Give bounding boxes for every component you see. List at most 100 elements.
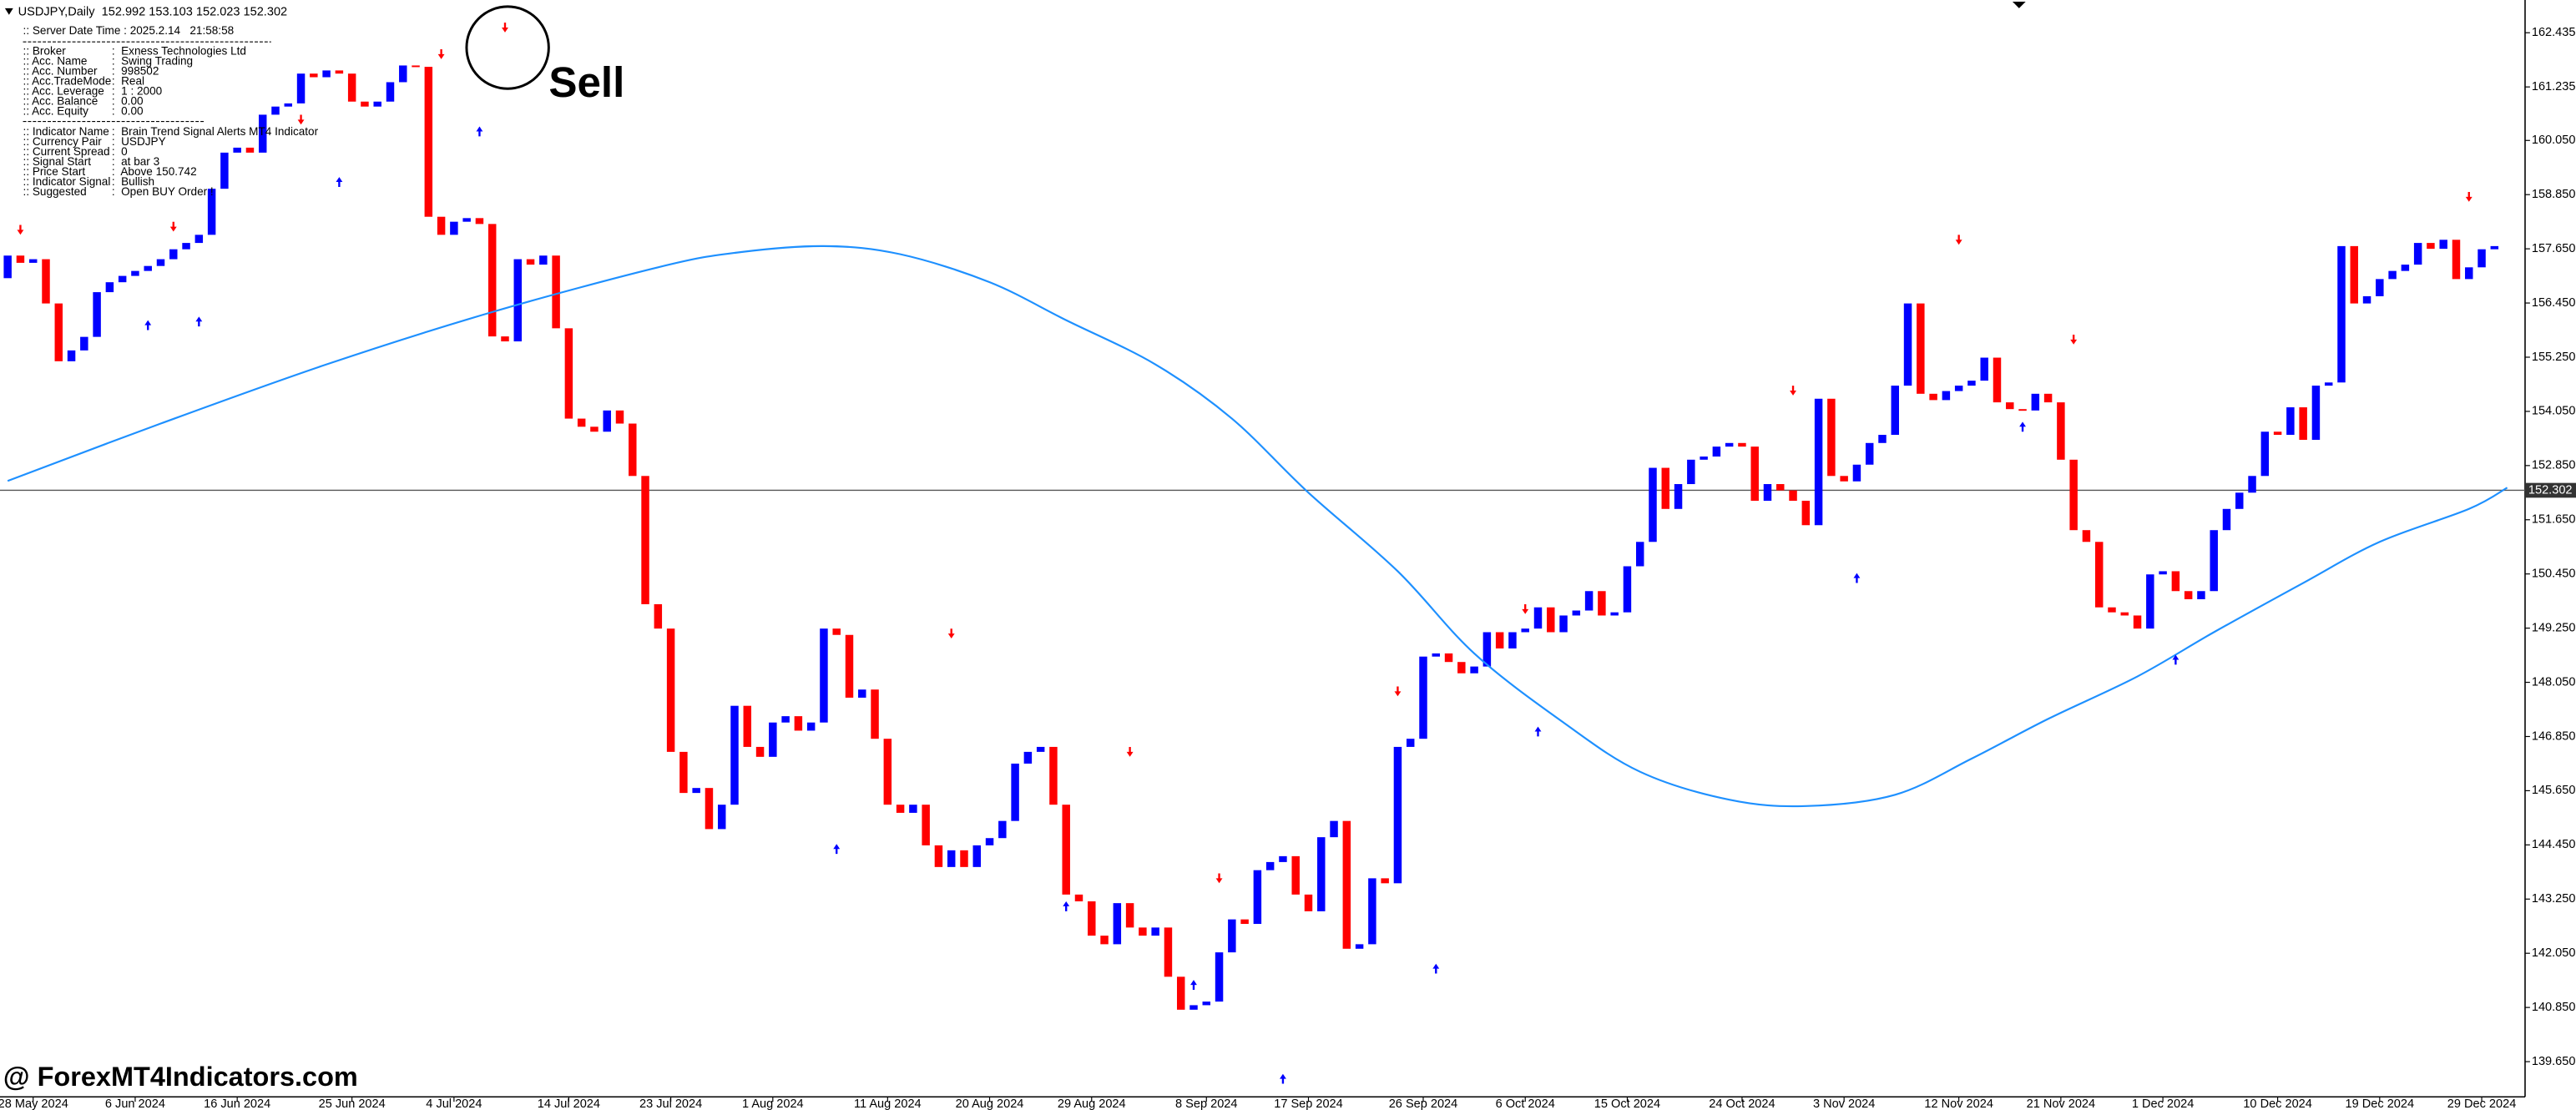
candle-body <box>1495 632 1504 648</box>
panel-value: : USDJPY <box>112 135 166 148</box>
panel-value: : at bar 3 <box>112 155 159 168</box>
candle-body <box>2197 591 2205 600</box>
candle-body <box>1852 464 1861 482</box>
sell-arrow <box>1215 873 1223 884</box>
sell-arrow <box>17 225 24 235</box>
candle-body <box>1215 952 1224 1002</box>
candle-body <box>1074 894 1083 901</box>
candle-body <box>2159 571 2167 575</box>
candle-body <box>2273 431 2282 436</box>
candle-body <box>2057 402 2065 460</box>
candle-body <box>2490 245 2499 250</box>
candle-body <box>67 350 76 361</box>
header-triangle <box>4 8 13 15</box>
moving-average <box>7 245 2508 808</box>
x-tick-label: 1 Aug 2024 <box>742 1097 804 1110</box>
candle-body <box>679 751 688 794</box>
candle-body <box>1942 391 1951 401</box>
candle-body <box>1151 927 1159 936</box>
candle-body <box>2133 615 2142 629</box>
candle-body <box>909 805 917 813</box>
candle-body <box>1559 615 1568 633</box>
x-tick-label: 28 May 2024 <box>0 1097 68 1110</box>
candle-body <box>1993 357 2002 403</box>
candle-body <box>820 628 828 723</box>
candle-body <box>1584 591 1594 611</box>
sell-arrow <box>947 628 955 639</box>
x-tick-label: 3 Nov 2024 <box>1813 1097 1875 1110</box>
candle-body <box>1393 746 1402 884</box>
candle-body <box>1139 927 1147 936</box>
candle-body <box>1980 357 1988 381</box>
candle-body <box>1088 901 1096 936</box>
panel-label: :: Price Start <box>23 165 86 178</box>
candle-body <box>169 249 178 260</box>
buy-arrow <box>1534 726 1542 737</box>
candle-body <box>1725 442 1734 447</box>
x-tick-label: 14 Jul 2024 <box>538 1097 600 1110</box>
candle-body <box>156 259 165 266</box>
candle-body <box>947 850 956 867</box>
candle-body <box>1482 632 1492 667</box>
candle-body <box>552 255 560 329</box>
candle-body <box>322 70 331 78</box>
x-tick-label: 12 Nov 2024 <box>1924 1097 1993 1110</box>
candle-body <box>1279 855 1287 862</box>
candle-body <box>2108 607 2116 613</box>
candle-body <box>1623 566 1632 613</box>
buy-arrow <box>1432 963 1440 974</box>
candle-body <box>1687 459 1695 485</box>
x-tick-label: 23 Jul 2024 <box>639 1097 702 1110</box>
candle-body <box>1036 746 1045 752</box>
candle-body <box>1176 976 1185 1010</box>
candle-body <box>1661 467 1670 509</box>
y-tick-label: 150.450 <box>2532 568 2576 581</box>
candle-body <box>207 189 216 235</box>
candle-body <box>1903 303 1912 386</box>
panel-value: : 0.00 <box>112 95 144 108</box>
candle-body <box>462 218 471 222</box>
candle-body <box>2031 393 2040 411</box>
candle-body <box>871 689 879 739</box>
x-tick-label: 21 Nov 2024 <box>2027 1097 2096 1110</box>
y-tick-label: 161.235 <box>2532 80 2576 93</box>
candle-body <box>1763 484 1772 502</box>
candle-body <box>1291 855 1300 895</box>
candle-body <box>781 716 790 723</box>
y-tick-label: 148.050 <box>2532 675 2576 689</box>
candle-body <box>258 114 267 153</box>
panel-value: : Above 150.742 <box>112 165 197 178</box>
candle-body <box>1649 467 1657 542</box>
candle-body <box>934 845 943 867</box>
panel-value: : Real <box>112 75 144 88</box>
candle-body <box>2427 243 2435 250</box>
candle-body <box>93 292 101 337</box>
panel-label: :: Currency Pair <box>23 135 103 148</box>
candle-body <box>1814 398 1823 526</box>
panel-value: : 1 : 2000 <box>112 85 163 98</box>
candle-body <box>144 265 152 271</box>
x-tick-label: 24 Oct 2024 <box>1709 1097 1775 1110</box>
candle-body <box>985 838 994 845</box>
candle-body <box>1547 607 1555 633</box>
panel-label: :: Signal Start <box>23 155 92 168</box>
candle-body <box>1712 447 1721 457</box>
candle-body <box>284 103 293 107</box>
candle-body <box>755 746 765 757</box>
candle-body <box>960 850 968 867</box>
x-tick-label: 20 Aug 2024 <box>956 1097 1024 1110</box>
y-tick-label: 154.050 <box>2532 405 2576 418</box>
candle-body <box>1598 591 1606 616</box>
candle-body <box>2018 409 2027 411</box>
candle-body <box>1674 484 1683 509</box>
candle-body <box>564 328 573 419</box>
candle-body <box>896 805 905 813</box>
candle-body <box>42 259 50 304</box>
candle-body <box>2413 243 2422 265</box>
candle-body <box>2235 492 2244 509</box>
x-tick-label: 17 Sep 2024 <box>1274 1097 1343 1110</box>
candle-body <box>131 270 139 276</box>
candle-body <box>922 805 930 845</box>
buy-arrow <box>1280 1073 1286 1084</box>
candle-body <box>1342 820 1351 949</box>
